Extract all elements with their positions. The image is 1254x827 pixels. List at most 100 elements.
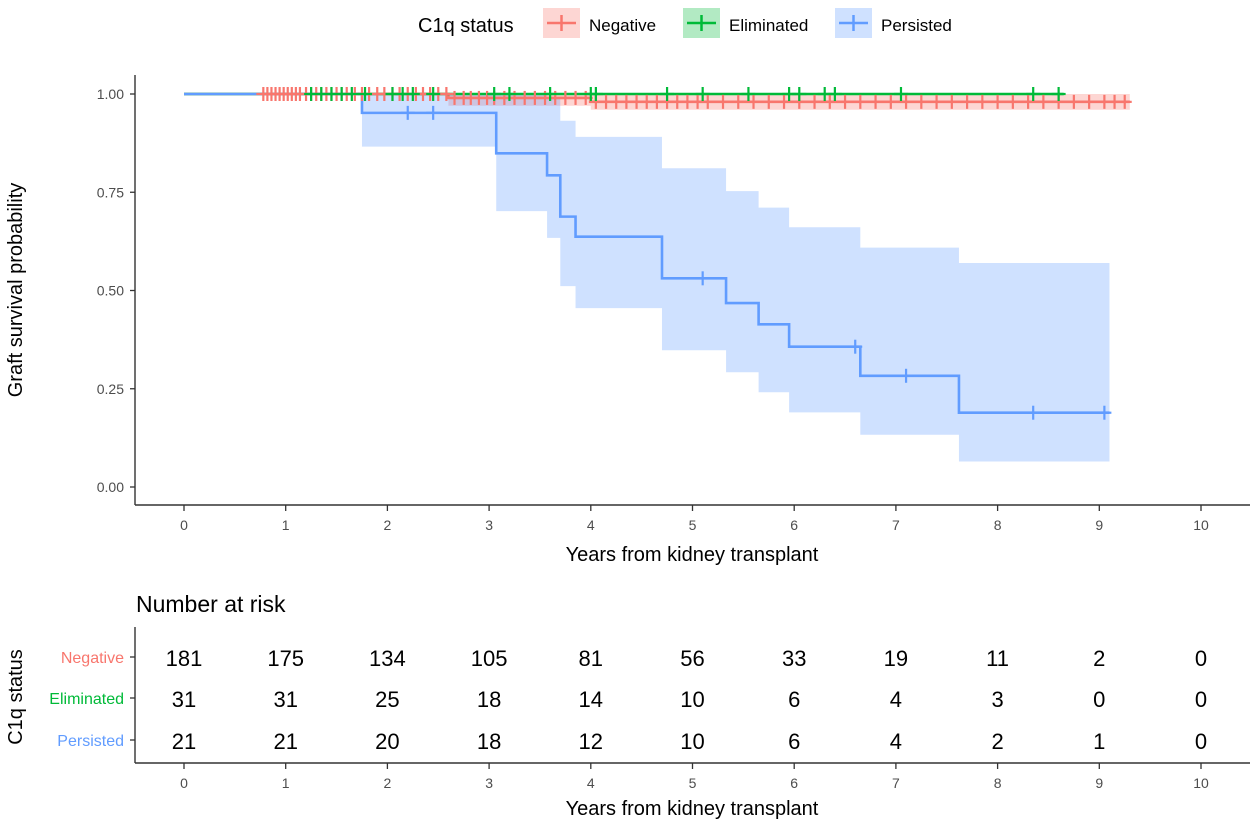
x-tick-label: 5 (689, 517, 697, 533)
risk-count: 181 (166, 646, 203, 671)
risk-count: 19 (884, 646, 908, 671)
risk-count: 10 (680, 687, 704, 712)
x-axis-label: Years from kidney transplant (566, 544, 819, 566)
risk-count: 105 (471, 646, 508, 671)
x-tick-label: 3 (485, 517, 493, 533)
y-tick-label: 1.00 (97, 86, 124, 102)
censor-mark-persisted (400, 105, 415, 120)
censor-mark-persisted (848, 339, 863, 354)
censor-mark-eliminated (502, 87, 517, 101)
censor-mark-eliminated (1026, 87, 1041, 101)
risk-x-tick-label: 9 (1095, 775, 1103, 791)
risk-count: 4 (890, 729, 902, 754)
legend-title: C1q status (418, 15, 514, 37)
risk-x-tick-label: 5 (689, 775, 697, 791)
censor-mark-persisted (426, 105, 441, 120)
censor-mark-negative (944, 94, 959, 109)
risk-row-negative: Negative 181 175 134 105 81 56 33 19 11 2 0 (61, 646, 1207, 671)
censor-mark-negative (1082, 94, 1097, 109)
censor-mark-eliminated (741, 87, 756, 101)
x-tick-label: 2 (384, 517, 392, 533)
risk-x-tick-label: 6 (790, 775, 798, 791)
censor-mark-eliminated (426, 87, 441, 101)
risk-count: 0 (1093, 687, 1105, 712)
censor-mark-eliminated (827, 87, 842, 101)
risk-count: 21 (273, 729, 297, 754)
risk-count: 6 (788, 729, 800, 754)
censor-mark-negative (853, 94, 868, 109)
censor-mark-negative (1066, 94, 1081, 109)
censor-mark-negative (777, 94, 792, 109)
censor-mark-persisted (1026, 405, 1041, 420)
risk-count: 18 (477, 729, 501, 754)
censor-mark-negative (1117, 94, 1132, 109)
risk-count: 21 (172, 729, 196, 754)
risk-count: 12 (579, 729, 603, 754)
censor-mark-negative (807, 94, 822, 109)
censor-mark-negative (868, 94, 883, 109)
censor-mark-eliminated (487, 87, 502, 101)
legend-item-eliminated: Eliminated (683, 8, 808, 38)
censor-mark-negative (1005, 94, 1020, 109)
censor-mark-eliminated (405, 87, 420, 101)
censor-mark-eliminated (660, 87, 675, 101)
censor-mark-persisted (1097, 405, 1112, 420)
risk-x-tick-label: 7 (892, 775, 900, 791)
risk-row-label-negative: Negative (61, 650, 124, 667)
risk-table-title: Number at risk (136, 591, 286, 617)
risk-x-tick-label: 10 (1193, 775, 1209, 791)
x-tick-label: 4 (587, 517, 595, 533)
y-tick-label: 0.25 (97, 381, 124, 397)
risk-count: 3 (991, 687, 1003, 712)
legend-item-persisted: Persisted (835, 8, 952, 38)
risk-row-label-eliminated: Eliminated (49, 691, 124, 708)
censor-mark-eliminated (792, 87, 807, 101)
y-axis-label: Graft survival probability (5, 183, 27, 398)
y-tick-label: 0.00 (97, 479, 124, 495)
censor-mark-negative (990, 94, 1005, 109)
risk-count: 20 (375, 729, 399, 754)
censor-mark-negative (960, 94, 975, 109)
censor-mark-negative (1036, 94, 1051, 109)
risk-x-tick-label: 8 (994, 775, 1002, 791)
risk-x-tick-label: 1 (282, 775, 290, 791)
risk-count: 14 (579, 687, 603, 712)
legend-label-eliminated: Eliminated (729, 16, 808, 35)
censor-mark-negative (822, 94, 837, 109)
risk-count: 1 (1093, 729, 1105, 754)
censor-mark-negative (1021, 94, 1036, 109)
censor-mark-eliminated (695, 87, 710, 101)
censor-mark-negative (838, 94, 853, 109)
censor-mark-negative (975, 94, 990, 109)
legend-label-persisted: Persisted (881, 16, 952, 35)
risk-count: 31 (172, 687, 196, 712)
risk-count: 11 (986, 646, 1009, 671)
risk-row-label-persisted: Persisted (57, 733, 124, 750)
risk-count: 31 (273, 687, 297, 712)
risk-x-tick-label: 4 (587, 775, 595, 791)
risk-row-eliminated: Eliminated 31 31 25 18 14 10 6 4 3 0 0 (49, 687, 1207, 712)
risk-count: 6 (788, 687, 800, 712)
risk-count: 33 (782, 646, 806, 671)
risk-count: 25 (375, 687, 399, 712)
x-tick-label: 10 (1193, 517, 1209, 533)
risk-table-y-label: C1q status (5, 649, 27, 745)
risk-x-tick-label: 2 (384, 775, 392, 791)
risk-count: 175 (267, 646, 304, 671)
censor-mark-negative (746, 94, 761, 109)
legend-item-negative: Negative (543, 8, 656, 38)
censor-mark-persisted (695, 271, 710, 286)
risk-count: 0 (1195, 729, 1207, 754)
risk-count: 81 (579, 646, 603, 671)
risk-x-tick-label: 0 (180, 775, 188, 791)
censor-mark-negative (914, 94, 929, 109)
censor-mark-negative (883, 94, 898, 109)
risk-count: 10 (680, 729, 704, 754)
x-tick-label: 8 (994, 517, 1002, 533)
x-tick-label: 0 (180, 517, 188, 533)
risk-row-persisted: Persisted 21 21 20 18 12 10 6 4 2 1 0 (57, 729, 1207, 754)
km-curve-persisted (184, 92, 1110, 415)
x-tick-label: 6 (790, 517, 798, 533)
censor-mark-negative (716, 94, 731, 109)
